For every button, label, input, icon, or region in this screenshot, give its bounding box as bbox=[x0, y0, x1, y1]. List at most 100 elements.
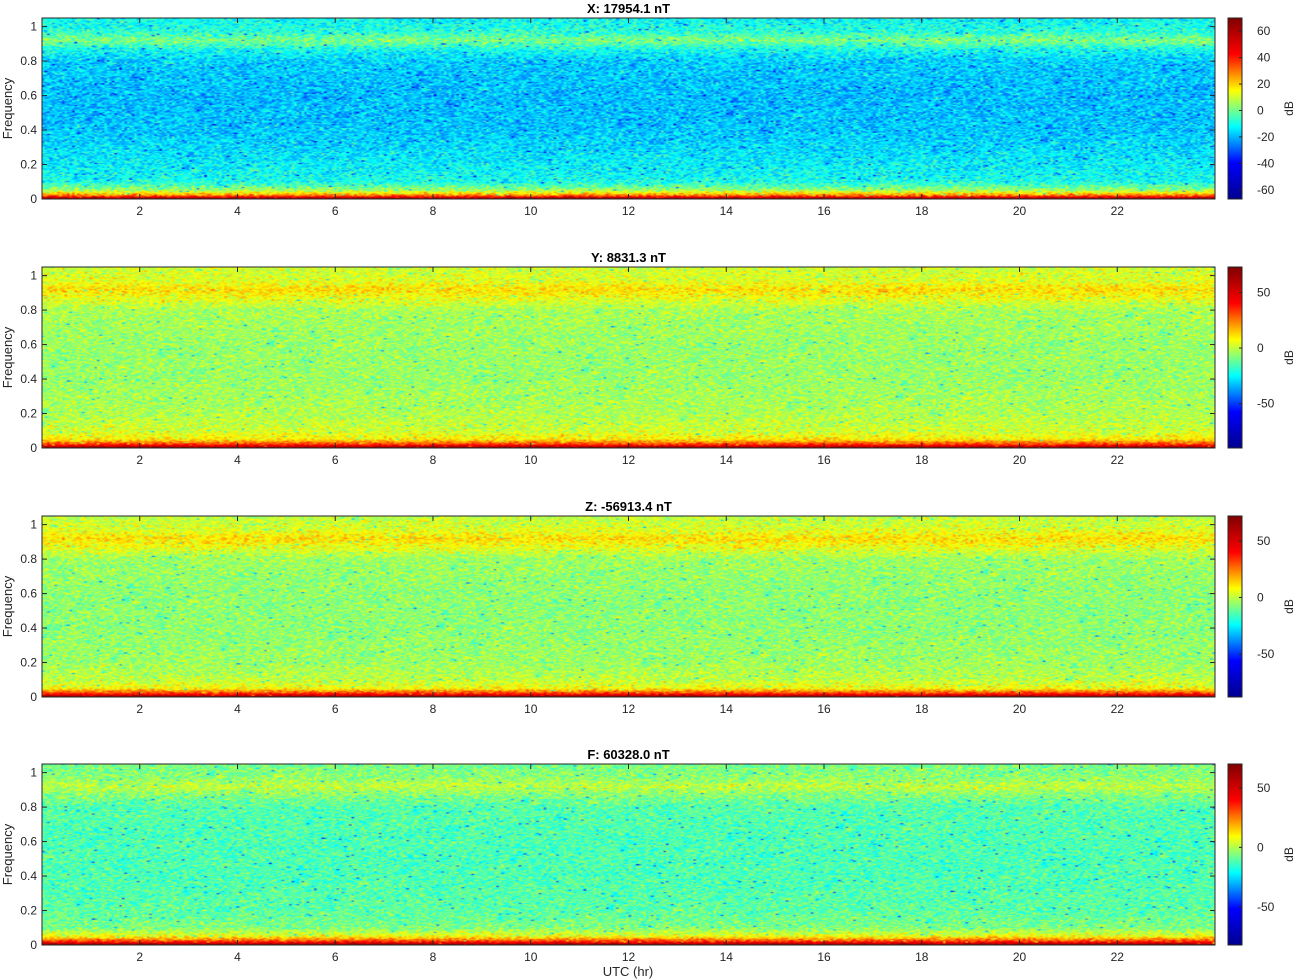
panel-title: Y: 8831.3 nT bbox=[591, 250, 666, 265]
y-axis-label: Frequency bbox=[0, 77, 15, 139]
y-axis-label: Frequency bbox=[0, 575, 15, 637]
x-tick-label: 16 bbox=[817, 204, 831, 218]
x-tick-label: 4 bbox=[234, 702, 241, 716]
y-tick-label: 0.4 bbox=[20, 869, 37, 883]
y-tick-label: 0.8 bbox=[20, 800, 37, 814]
y-tick-label: 0.2 bbox=[20, 904, 37, 918]
x-tick-label: 16 bbox=[817, 702, 831, 716]
x-tick-label: 6 bbox=[332, 702, 339, 716]
x-tick-label: 14 bbox=[720, 702, 734, 716]
x-tick-label: 2 bbox=[136, 950, 143, 964]
panel-title: Z: -56913.4 nT bbox=[585, 499, 672, 514]
y-tick-label: 1 bbox=[30, 269, 37, 283]
x-tick-label: 6 bbox=[332, 453, 339, 467]
x-tick-label: 4 bbox=[234, 950, 241, 964]
colorbar-label: dB bbox=[1282, 847, 1296, 862]
x-tick-label: 6 bbox=[332, 950, 339, 964]
x-tick-label: 2 bbox=[136, 702, 143, 716]
colorbar-tick-label: -50 bbox=[1257, 647, 1275, 661]
y-tick-label: 0.6 bbox=[20, 338, 37, 352]
x-tick-label: 16 bbox=[817, 950, 831, 964]
colorbar-label: dB bbox=[1282, 101, 1296, 116]
panel-title: X: 17954.1 nT bbox=[587, 1, 670, 16]
x-tick-label: 10 bbox=[524, 702, 538, 716]
y-tick-label: 0.4 bbox=[20, 372, 37, 386]
x-tick-label: 14 bbox=[720, 950, 734, 964]
x-tick-label: 18 bbox=[915, 204, 929, 218]
colorbar-tick-label: 20 bbox=[1257, 77, 1271, 91]
x-tick-label: 2 bbox=[136, 453, 143, 467]
x-tick-label: 6 bbox=[332, 204, 339, 218]
x-tick-label: 10 bbox=[524, 204, 538, 218]
colorbar-tick-label: -20 bbox=[1257, 130, 1275, 144]
x-axis-label: UTC (hr) bbox=[603, 964, 654, 979]
x-tick-label: 8 bbox=[430, 950, 437, 964]
spectrogram-heatmap bbox=[42, 267, 1215, 448]
colorbar-tick-label: -50 bbox=[1257, 900, 1275, 914]
y-axis-label: Frequency bbox=[0, 823, 15, 885]
x-tick-label: 12 bbox=[622, 950, 636, 964]
x-tick-label: 22 bbox=[1111, 702, 1125, 716]
colorbar-tick-label: 50 bbox=[1257, 286, 1271, 300]
x-tick-label: 18 bbox=[915, 453, 929, 467]
colorbar bbox=[1227, 266, 1243, 449]
x-tick-label: 8 bbox=[430, 453, 437, 467]
x-tick-label: 4 bbox=[234, 453, 241, 467]
y-tick-label: 0.2 bbox=[20, 158, 37, 172]
x-tick-label: 20 bbox=[1013, 702, 1027, 716]
y-tick-label: 0 bbox=[30, 441, 37, 455]
x-tick-label: 12 bbox=[622, 453, 636, 467]
x-tick-label: 20 bbox=[1013, 950, 1027, 964]
y-tick-label: 0.8 bbox=[20, 303, 37, 317]
y-tick-label: 0 bbox=[30, 192, 37, 206]
y-tick-label: 0.8 bbox=[20, 552, 37, 566]
spectrogram-heatmap bbox=[42, 18, 1215, 199]
colorbar-tick-label: -40 bbox=[1257, 156, 1275, 170]
x-tick-label: 8 bbox=[430, 204, 437, 218]
colorbar-tick-label: 0 bbox=[1257, 103, 1264, 117]
y-tick-label: 0.6 bbox=[20, 89, 37, 103]
colorbar-tick-label: 0 bbox=[1257, 341, 1264, 355]
colorbar-tick-label: 60 bbox=[1257, 24, 1271, 38]
y-tick-label: 0.4 bbox=[20, 621, 37, 635]
x-tick-label: 20 bbox=[1013, 204, 1027, 218]
x-tick-label: 16 bbox=[817, 453, 831, 467]
spectrogram-heatmap bbox=[42, 764, 1215, 945]
colorbar-tick-label: 50 bbox=[1257, 781, 1271, 795]
x-tick-label: 18 bbox=[915, 950, 929, 964]
x-tick-label: 12 bbox=[622, 204, 636, 218]
x-tick-label: 10 bbox=[524, 950, 538, 964]
colorbar-label: dB bbox=[1282, 599, 1296, 614]
colorbar-tick-label: -50 bbox=[1257, 397, 1275, 411]
y-tick-label: 0.6 bbox=[20, 587, 37, 601]
x-tick-label: 18 bbox=[915, 702, 929, 716]
colorbar-label: dB bbox=[1282, 350, 1296, 365]
y-tick-label: 1 bbox=[30, 20, 37, 34]
colorbar-tick-label: 0 bbox=[1257, 840, 1264, 854]
x-tick-label: 22 bbox=[1111, 950, 1125, 964]
x-tick-label: 20 bbox=[1013, 453, 1027, 467]
x-tick-label: 4 bbox=[234, 204, 241, 218]
x-tick-label: 2 bbox=[136, 204, 143, 218]
y-axis-label: Frequency bbox=[0, 326, 15, 388]
y-tick-label: 0.6 bbox=[20, 835, 37, 849]
spectrogram-heatmap bbox=[42, 516, 1215, 697]
colorbar-tick-label: 40 bbox=[1257, 51, 1271, 65]
y-tick-label: 1 bbox=[30, 766, 37, 780]
y-tick-label: 1 bbox=[30, 518, 37, 532]
y-tick-label: 0.8 bbox=[20, 54, 37, 68]
y-tick-label: 0 bbox=[30, 690, 37, 704]
colorbar bbox=[1227, 17, 1243, 200]
colorbar-tick-label: 0 bbox=[1257, 590, 1264, 604]
y-tick-label: 0 bbox=[30, 938, 37, 952]
x-tick-label: 14 bbox=[720, 204, 734, 218]
colorbar bbox=[1227, 763, 1243, 946]
colorbar-tick-label: 50 bbox=[1257, 534, 1271, 548]
y-tick-label: 0.2 bbox=[20, 407, 37, 421]
x-tick-label: 10 bbox=[524, 453, 538, 467]
